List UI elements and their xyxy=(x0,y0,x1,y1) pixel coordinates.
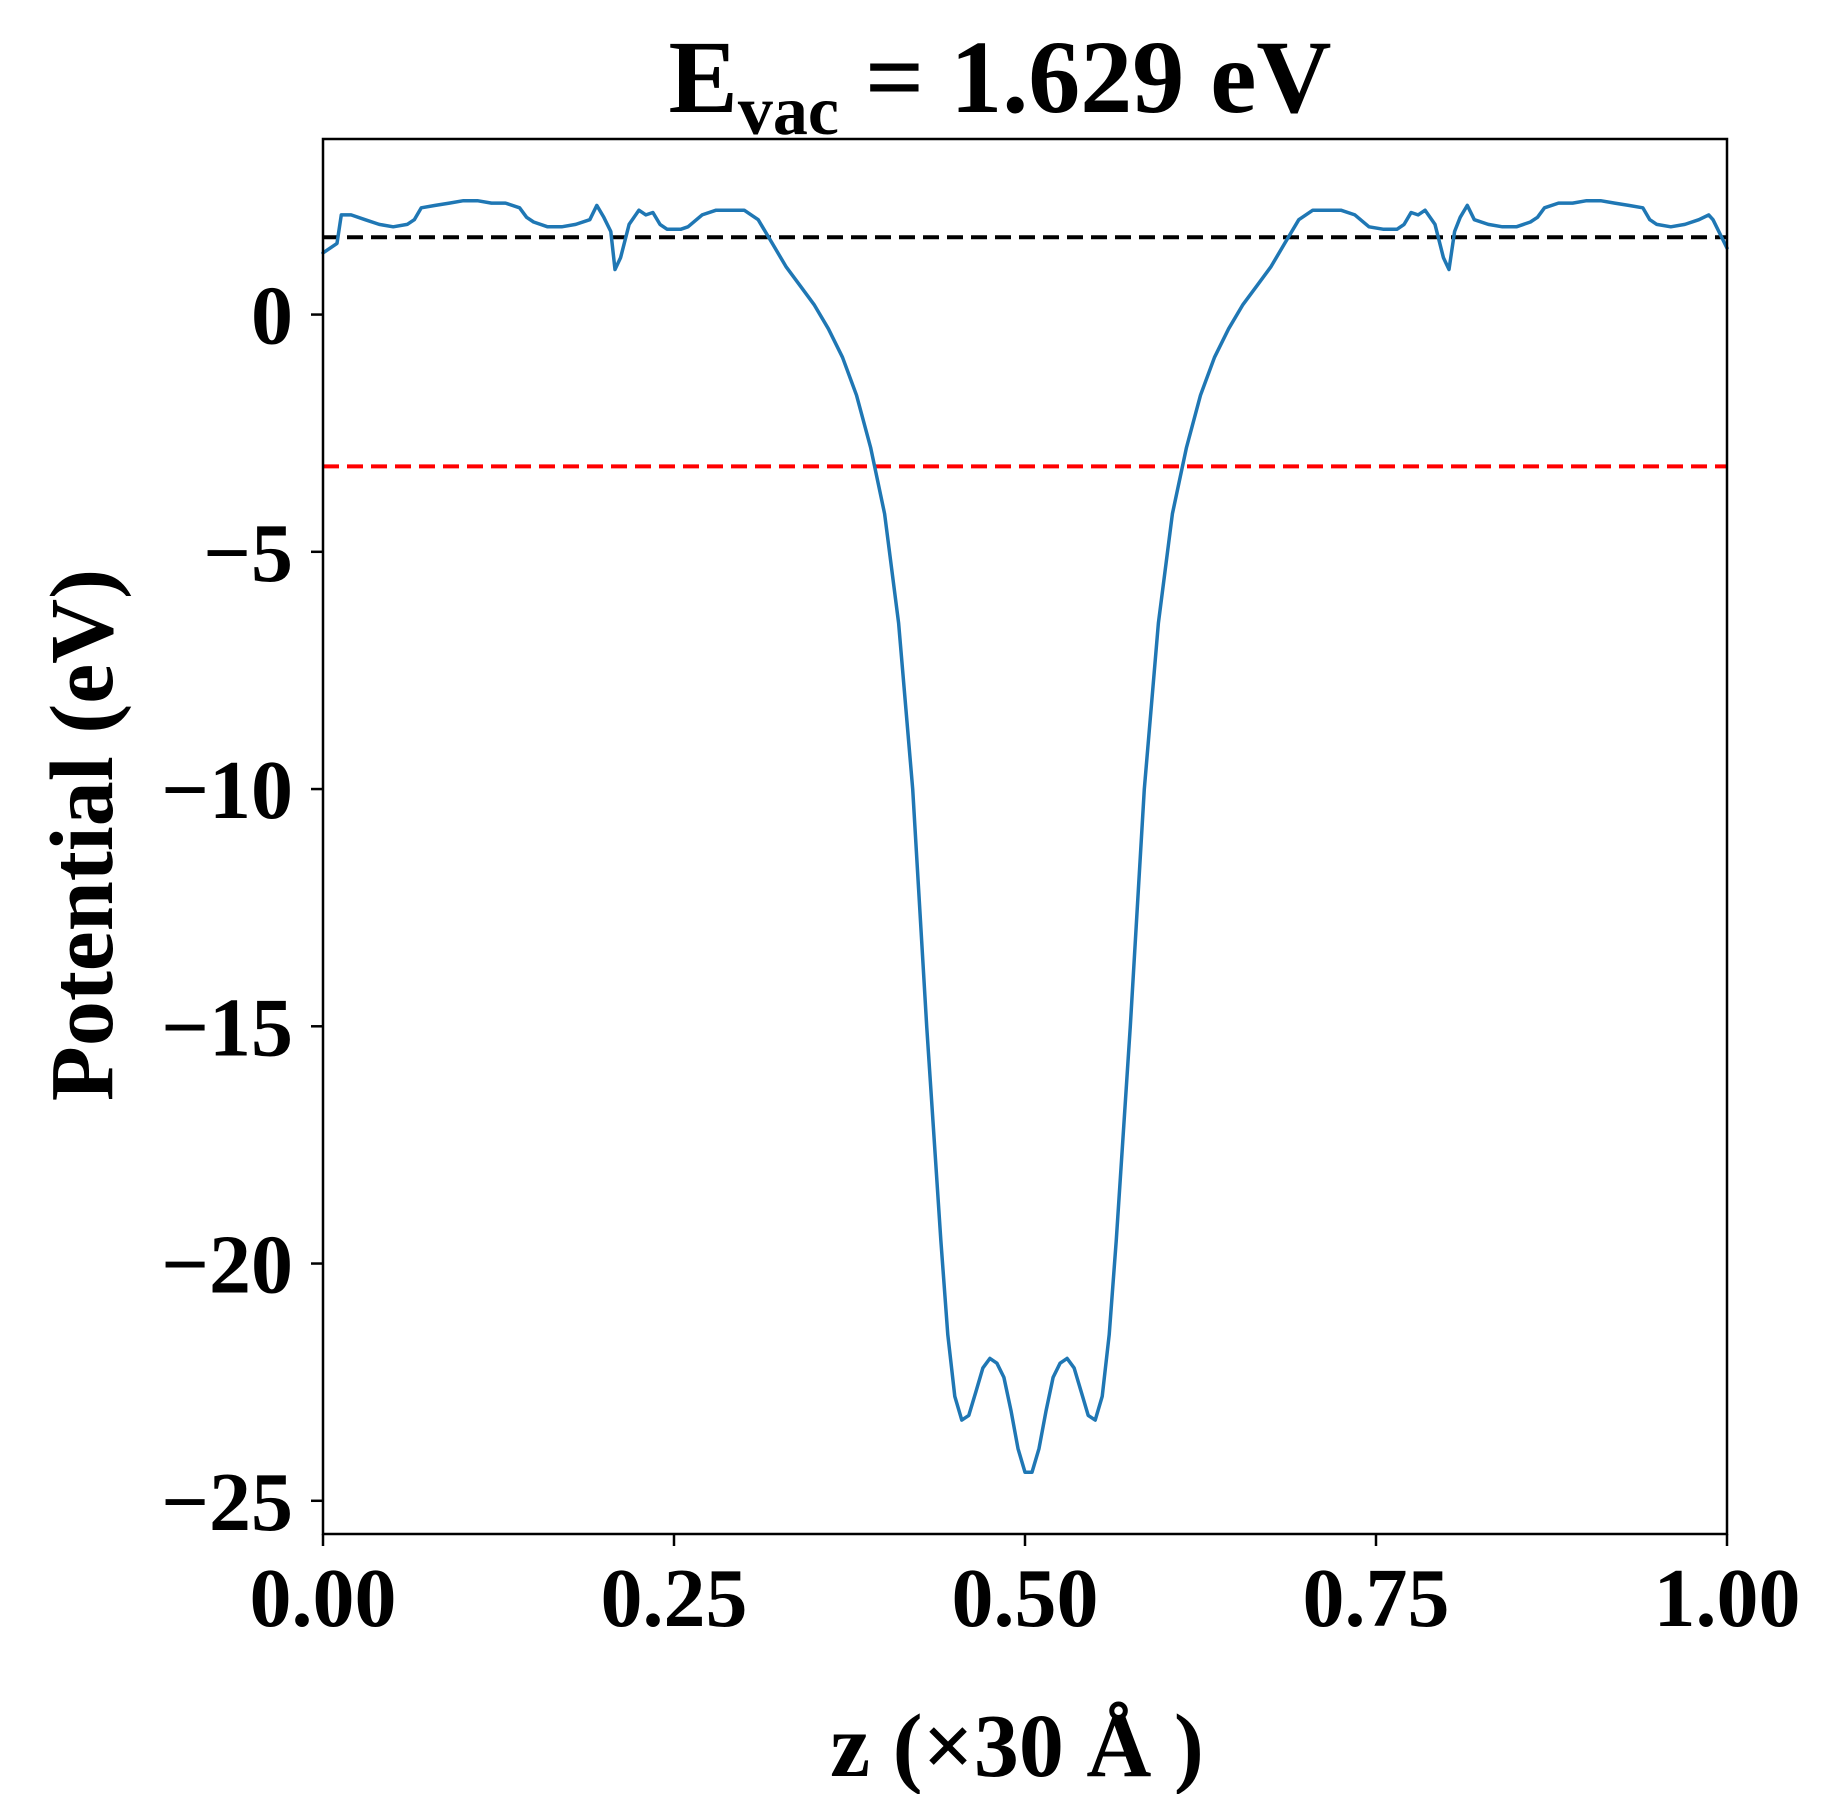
series-layer xyxy=(321,198,1729,1475)
series-line-0 xyxy=(321,198,1729,1475)
x-axis-label: z (×30 Å ) xyxy=(830,1697,1204,1794)
y-tick-label-2: −10 xyxy=(161,744,293,837)
reference-lines xyxy=(323,235,1727,469)
x-axis-ticks: 0.00 0.25 0.50 0.75 1.00 xyxy=(250,1534,1801,1645)
x-tick-label-1: 0.25 xyxy=(601,1552,748,1645)
x-tick-label-4: 1.00 xyxy=(1654,1552,1801,1645)
y-tick-label-4: −20 xyxy=(161,1219,293,1312)
y-tick-label-1: −5 xyxy=(203,507,293,600)
title-rest: = 1.629 eV xyxy=(839,20,1332,135)
chart-title: Evac = 1.629 eV xyxy=(669,20,1332,150)
y-axis-ticks: 0 −5 −10 −15 −20 −25 xyxy=(161,270,323,1549)
y-tick-label-3: −15 xyxy=(161,981,293,1074)
title-main: E xyxy=(669,20,738,135)
x-tick-label-2: 0.50 xyxy=(952,1552,1099,1645)
plot-frame xyxy=(321,137,1729,1536)
y-tick-label-0: 0 xyxy=(251,270,293,363)
title-subscript: vac xyxy=(738,73,839,150)
x-tick-label-3: 0.75 xyxy=(1303,1552,1450,1645)
y-tick-label-5: −25 xyxy=(161,1456,293,1549)
x-tick-label-0: 0.00 xyxy=(250,1552,397,1645)
y-axis-label: Potential (eV) xyxy=(33,569,132,1101)
